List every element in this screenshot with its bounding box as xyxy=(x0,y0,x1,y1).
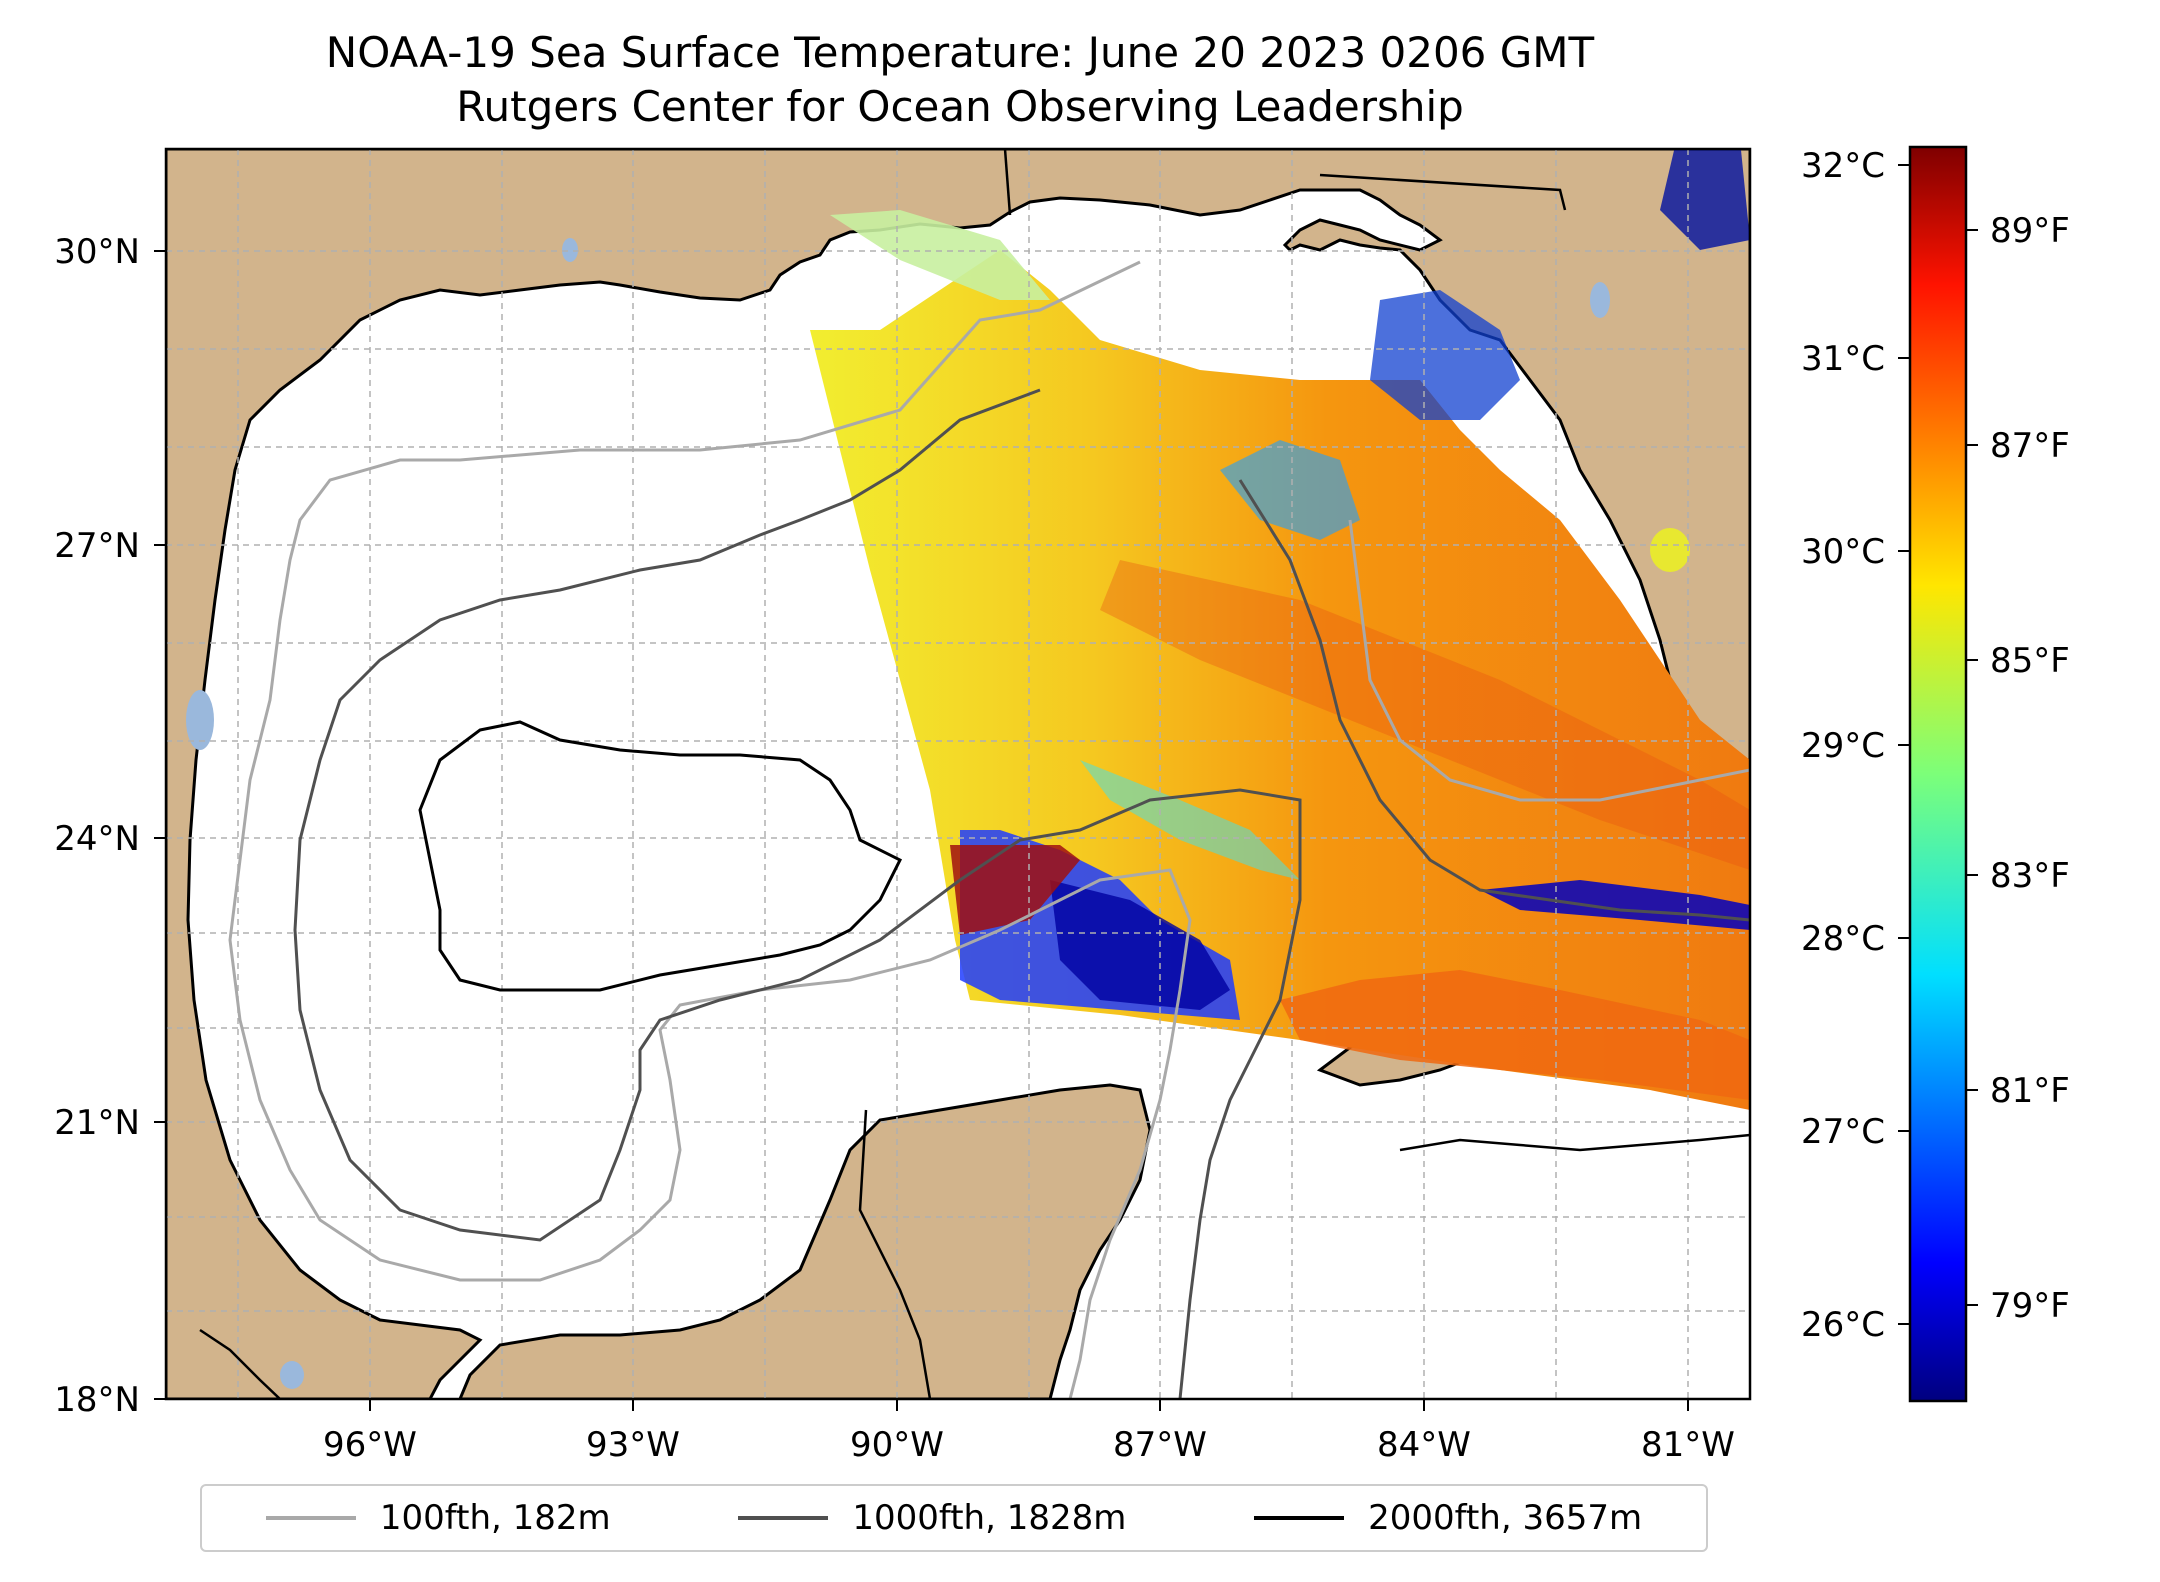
lon-tick-label: 93°W xyxy=(586,1425,680,1465)
colorbar: 32°C 31°C 30°C 29°C 28°C 27°C 26°C 89°F … xyxy=(1801,145,2070,1403)
political-boundaries xyxy=(199,149,1567,1399)
celsius-tick-label: 28°C xyxy=(1801,919,1885,959)
fahrenheit-tick-label: 89°F xyxy=(1990,211,2070,251)
map-area xyxy=(166,149,1750,1399)
contour-legend: 100fth, 182m 1000fth, 1828m 2000fth, 365… xyxy=(200,1484,1708,1552)
colorbar-gradient xyxy=(1908,145,1968,1403)
legend-label: 100fth, 182m xyxy=(379,1498,611,1538)
lat-tick-label: 30°N xyxy=(54,232,140,272)
legend-line-swatch xyxy=(1254,1516,1345,1520)
fahrenheit-tick-label: 79°F xyxy=(1990,1286,2070,1326)
lagoon xyxy=(280,1361,304,1389)
lon-tick-label: 81°W xyxy=(1641,1425,1735,1465)
contour-1000fth-florida xyxy=(1238,479,1750,922)
celsius-tick-label: 29°C xyxy=(1801,726,1885,766)
celsius-tick-label: 30°C xyxy=(1801,532,1885,572)
contour-2000fth-caribbean xyxy=(1399,1133,1750,1152)
map-subtitle: Rutgers Center for Ocean Observing Leade… xyxy=(456,82,1464,131)
lat-tick-label: 24°N xyxy=(54,819,140,859)
legend-label: 2000fth, 3657m xyxy=(1368,1498,1643,1538)
legend-line-swatch xyxy=(738,1516,829,1520)
lake xyxy=(562,238,578,262)
lakes xyxy=(186,238,1610,1389)
contour-1000fth xyxy=(293,388,1302,1399)
legend-line-swatch xyxy=(265,1516,356,1520)
celsius-tick-label: 32°C xyxy=(1801,146,1885,186)
lat-tick-label: 27°N xyxy=(54,526,140,566)
fahrenheit-tick-label: 83°F xyxy=(1990,856,2070,896)
lon-tick-label: 84°W xyxy=(1377,1425,1471,1465)
lat-tick-label: 21°N xyxy=(54,1103,140,1143)
celsius-tick-label: 31°C xyxy=(1801,339,1885,379)
contour-100fth-florida xyxy=(1348,519,1750,802)
legend-item-2000fth: 2000fth, 3657m xyxy=(1254,1498,1642,1538)
y-axis: 30°N 27°N 24°N 21°N 18°N xyxy=(54,232,166,1420)
yucatan-peninsula xyxy=(458,1083,1152,1399)
map-frame xyxy=(164,147,1752,1401)
lat-tick-label: 18°N xyxy=(54,1380,140,1420)
lagoon xyxy=(186,690,214,750)
x-axis: 96°W 93°W 90°W 87°W 84°W 81°W xyxy=(323,1399,1735,1465)
contour-2000fth xyxy=(418,720,903,992)
legend-item-1000fth: 1000fth, 1828m xyxy=(738,1498,1126,1538)
bathymetry-contours xyxy=(228,260,1750,1399)
fahrenheit-tick-label: 81°F xyxy=(1990,1071,2070,1111)
lon-tick-label: 96°W xyxy=(323,1425,417,1465)
fahrenheit-tick-label: 87°F xyxy=(1990,426,2070,466)
fahrenheit-tick-label: 85°F xyxy=(1990,641,2070,681)
lon-tick-label: 87°W xyxy=(1113,1425,1207,1465)
graticule xyxy=(166,149,1750,1399)
celsius-tick-label: 26°C xyxy=(1801,1305,1885,1345)
legend-item-100fth: 100fth, 182m xyxy=(265,1498,611,1538)
contour-100fth xyxy=(228,260,1192,1399)
lake-okeechobee-area xyxy=(1590,282,1610,318)
legend-label: 1000fth, 1828m xyxy=(852,1498,1127,1538)
map-title: NOAA-19 Sea Surface Temperature: June 20… xyxy=(325,28,1595,77)
lon-tick-label: 90°W xyxy=(850,1425,944,1465)
celsius-tick-label: 27°C xyxy=(1801,1112,1885,1152)
